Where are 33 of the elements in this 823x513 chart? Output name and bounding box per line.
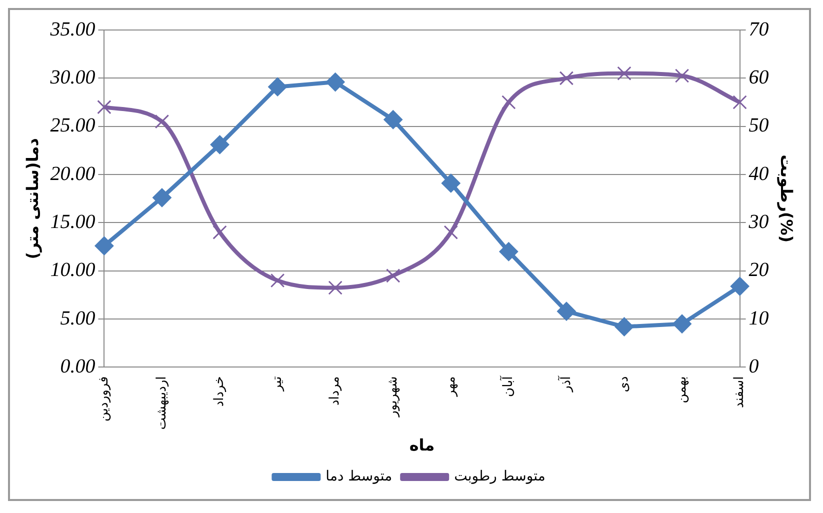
x-axis-title: ماه bbox=[409, 436, 435, 455]
x-tick-label: آذر bbox=[556, 374, 574, 393]
x-tick-label: خرداد bbox=[212, 376, 228, 407]
y2-tick-label: 50 bbox=[748, 114, 769, 137]
y-tick-label: 20.00 bbox=[50, 162, 96, 185]
y2-tick-label: 40 bbox=[748, 162, 769, 185]
y-tick-label: 5.00 bbox=[60, 307, 96, 330]
y2-tick-label: 30 bbox=[748, 210, 769, 233]
legend-label: متوسط رطوبت bbox=[454, 468, 546, 485]
y-tick-label: 35.00 bbox=[49, 18, 96, 40]
y2-tick-label: 70 bbox=[748, 18, 769, 40]
y2-axis-title: رطوبت(%) bbox=[777, 154, 796, 243]
y-axis-title: دما(سانتی متر) bbox=[22, 138, 42, 260]
x-tick-label: اردیبهشت bbox=[154, 376, 170, 430]
x-tick-label: مرداد bbox=[328, 376, 343, 406]
y2-tick-label: 10 bbox=[748, 307, 769, 330]
y2-tick-label: 20 bbox=[748, 259, 769, 282]
legend-label: متوسط دما bbox=[326, 468, 392, 485]
x-tick-label: دی bbox=[616, 376, 632, 392]
y2-tick-label: 60 bbox=[748, 66, 769, 88]
y-tick-label: 10.00 bbox=[50, 259, 96, 282]
x-tick-label: اسفند bbox=[732, 376, 748, 408]
y-tick-label: 0.00 bbox=[60, 355, 96, 378]
x-tick-label: شهریور bbox=[385, 376, 400, 418]
x-tick-label: تیر bbox=[270, 376, 285, 392]
x-tick-label: بهمن bbox=[674, 376, 690, 404]
x-tick-label: آبان bbox=[499, 374, 516, 397]
y-tick-label: 25.00 bbox=[50, 114, 96, 137]
y-tick-label: 15.00 bbox=[50, 210, 96, 233]
y-tick-label: 30.00 bbox=[49, 66, 96, 88]
x-tick-label: مهر bbox=[443, 376, 458, 398]
y2-tick-label: 0 bbox=[748, 355, 759, 378]
x-tick-label: فروردین bbox=[96, 376, 112, 422]
